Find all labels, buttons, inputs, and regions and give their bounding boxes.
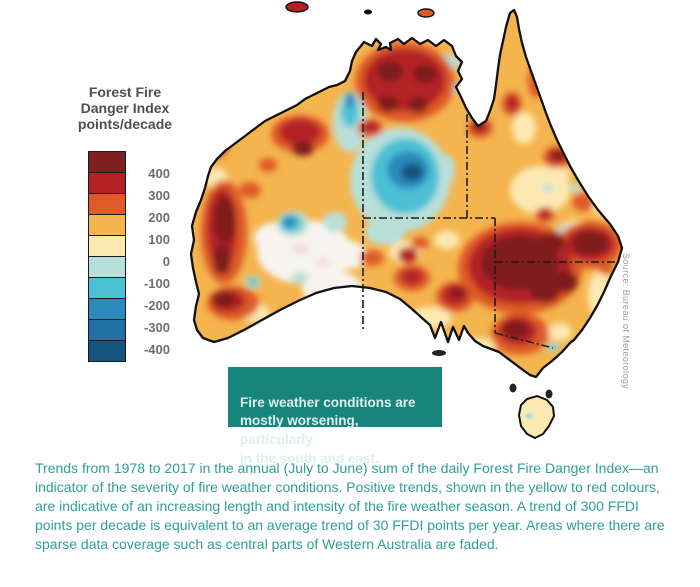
legend-tick-label: 400 — [148, 166, 170, 181]
legend-color-block — [88, 214, 126, 236]
maroon-patches — [209, 61, 608, 338]
legend-color-bar — [88, 151, 126, 362]
pale-pink-specks — [292, 243, 330, 267]
legend-color-block — [88, 298, 126, 320]
legend-tick-label: 0 — [162, 254, 170, 269]
legend-color-block — [88, 319, 126, 341]
dark-blue-core — [401, 163, 423, 181]
islands — [285, 1, 553, 399]
legend-tick-label: -400 — [143, 342, 170, 357]
legend-color-block — [88, 340, 126, 362]
source-label: Source: Bureau of Meteorology — [621, 253, 631, 390]
legend-color-block — [88, 172, 126, 194]
legend-color-block — [88, 151, 126, 173]
legend-tick-label: -200 — [143, 298, 170, 313]
legend-title: Forest Fire Danger Index points/decade — [77, 84, 173, 133]
legend-tick-label: 300 — [148, 188, 170, 203]
legend-tick-label: 200 — [148, 210, 170, 225]
legend-color-block — [88, 277, 126, 299]
legend-tick-label: -300 — [143, 320, 170, 335]
state-borders — [362, 92, 617, 349]
legend-color-block — [88, 193, 126, 215]
annotation-box: Fire weather conditions are mostly worse… — [228, 367, 442, 466]
legend-color-block — [88, 256, 126, 278]
figure-caption: Trends from 1978 to 2017 in the annual (… — [35, 460, 665, 552]
tasmania — [517, 394, 556, 440]
annotation-text: Fire weather conditions are mostly worse… — [240, 394, 416, 466]
legend-ticks: 400 300 200 100 0 -100 -200 -300 -400 — [134, 152, 170, 372]
legend-tick-label: 100 — [148, 232, 170, 247]
legend-tick-label: -100 — [143, 276, 170, 291]
legend-color-block — [88, 235, 126, 257]
